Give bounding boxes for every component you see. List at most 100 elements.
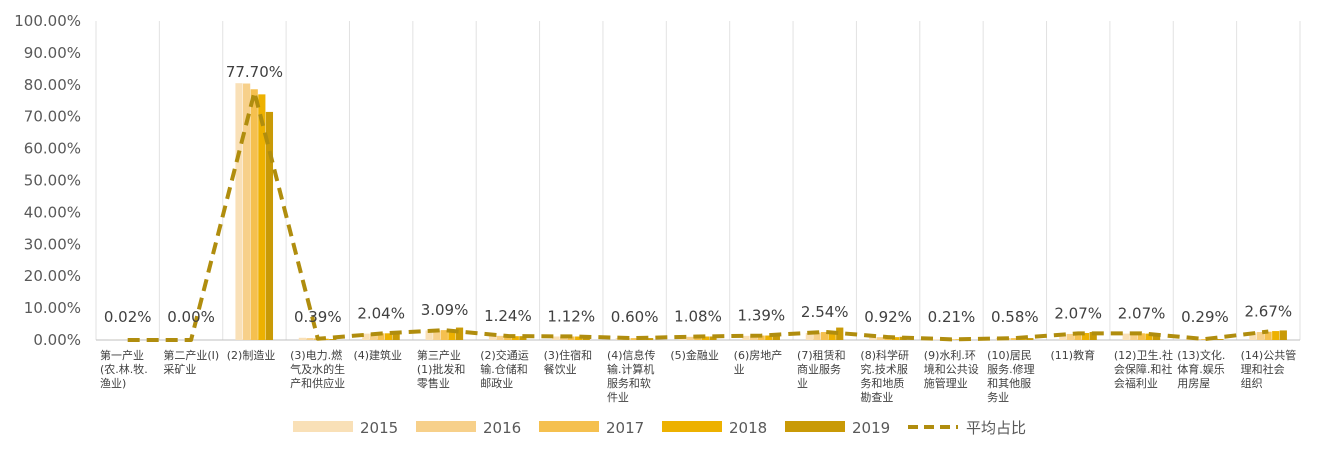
legend-label: 2017 xyxy=(606,419,644,437)
category-label: 第二产业(I)采矿业 xyxy=(163,348,219,376)
bar-2017 xyxy=(757,335,765,340)
bar-2015 xyxy=(235,83,243,340)
y-tick-label: 70.00% xyxy=(24,108,81,126)
category-label: (13)文化.体育.娱乐用房屋 xyxy=(1177,348,1225,390)
category-label: 第一产业(农.林.牧.渔业) xyxy=(100,348,148,390)
bars xyxy=(108,83,1287,341)
y-tick-label: 50.00% xyxy=(24,172,81,190)
data-label: 0.00% xyxy=(167,308,215,326)
data-label: 2.67% xyxy=(1244,302,1292,320)
category-label: (2)交通运输.仓储和邮政业 xyxy=(480,348,529,390)
bar-2019 xyxy=(772,335,780,340)
bar-2016 xyxy=(243,83,251,341)
bar-2016 xyxy=(1130,333,1138,340)
bar-2018 xyxy=(448,329,456,340)
y-tick-label: 80.00% xyxy=(24,76,81,94)
data-label: 2.54% xyxy=(801,303,849,321)
bar-2018 xyxy=(575,336,583,340)
bar-2019 xyxy=(1279,330,1287,340)
bar-2015 xyxy=(362,333,370,340)
bar-2019 xyxy=(455,327,464,340)
bar-2015 xyxy=(742,335,750,340)
bar-2019 xyxy=(329,339,337,340)
y-axis: 0.00% 10.00% 20.00% 30.00% 40.00% 50.00% 60.00… xyxy=(14,12,81,349)
bar-2015 xyxy=(932,339,940,340)
bar-2017 xyxy=(820,332,829,340)
bar-2015 xyxy=(1059,334,1067,340)
category-label: (3)电力.燃气及水的生产和供应业 xyxy=(290,348,345,390)
bar-2019 xyxy=(836,327,844,340)
category-label: (4)建筑业 xyxy=(353,348,402,362)
data-label: 0.29% xyxy=(1181,308,1229,326)
bar-2018 xyxy=(1082,332,1090,340)
bar-2015 xyxy=(552,336,560,340)
bar-2018 xyxy=(384,333,393,340)
data-label: 1.08% xyxy=(674,308,722,326)
bar-2018 xyxy=(955,339,963,340)
category-label: (8)科学研究.技术服务和地质勘查业 xyxy=(860,348,909,404)
average-line-layer xyxy=(127,90,1269,342)
bar-2017 xyxy=(1264,331,1272,340)
bar-2016 xyxy=(1066,333,1075,340)
data-label: 0.58% xyxy=(991,308,1039,326)
bar-2017 xyxy=(630,338,639,340)
data-labels: 0.02% 0.00% 77.70% 0.39% 2.04% 3.09% 1.24% 1.12… xyxy=(104,63,1292,326)
data-label: 0.21% xyxy=(928,308,976,326)
y-tick-label: 60.00% xyxy=(24,140,81,158)
category-label: (4)信息传输.计算机服务和软件业 xyxy=(607,348,656,404)
category-label: (10)居民服务.修理和其他服务业 xyxy=(987,349,1035,404)
y-tick-label: 20.00% xyxy=(24,267,81,285)
bar-2016 xyxy=(876,337,884,340)
bar-2019 xyxy=(265,111,274,340)
data-label: 2.04% xyxy=(357,304,405,322)
bar-2016 xyxy=(496,335,504,340)
category-label: (11)教育 xyxy=(1051,348,1096,362)
bar-2017 xyxy=(377,333,385,340)
bar-2017 xyxy=(504,336,512,340)
legend: 2015 2016 2017 2018 2019 平均占比 xyxy=(293,419,1026,437)
legend-label: 2015 xyxy=(360,419,398,437)
category-label: (5)金融业 xyxy=(670,348,719,362)
category-label: (2)制造业 xyxy=(227,348,276,362)
y-tick-label: 10.00% xyxy=(24,299,81,317)
bar-2018 xyxy=(765,335,773,340)
bar-2017 xyxy=(1074,333,1082,340)
bar-2015 xyxy=(1249,332,1257,340)
category-label: (9)水利.环境和公共设施管理业 xyxy=(924,349,979,390)
bar-2019 xyxy=(1089,332,1097,340)
y-tick-label: 40.00% xyxy=(24,203,81,221)
category-label: (14)公共管理和社会组织 xyxy=(1241,348,1297,390)
x-axis: 第一产业(农.林.牧.渔业) 第二产业(I)采矿业 (2)制造业 (3)电力.燃气及水… xyxy=(100,348,1296,404)
legend-swatch-2015 xyxy=(293,421,353,432)
bar-2016 xyxy=(813,332,821,340)
bar-2018 xyxy=(1272,331,1280,340)
bar-2015 xyxy=(869,337,877,340)
data-label: 1.12% xyxy=(547,307,595,325)
legend-swatch-2016 xyxy=(416,421,476,432)
category-label: (3)住宿和餐饮业 xyxy=(544,348,593,376)
bar-2018 xyxy=(258,94,266,341)
bar-2017 xyxy=(1137,333,1145,340)
legend-label: 2018 xyxy=(729,419,767,437)
category-label: (12)卫生.社会保障.和社会福利业 xyxy=(1114,348,1173,390)
bar-2018 xyxy=(828,331,836,340)
category-gridlines xyxy=(95,21,1301,341)
bar-2016 xyxy=(749,335,758,340)
bar-2017 xyxy=(1201,339,1209,340)
bar-2016 xyxy=(369,333,377,340)
legend-label: 2019 xyxy=(852,419,890,437)
bar-2015 xyxy=(425,330,433,340)
data-label: 0.39% xyxy=(294,308,342,326)
bar-2016 xyxy=(686,336,694,340)
bar-2017 xyxy=(440,330,448,340)
legend-label: 2016 xyxy=(483,419,521,437)
bar-2019 xyxy=(1216,339,1224,340)
category-label: (7)租赁和商业服务业 xyxy=(797,348,846,390)
data-label: 0.92% xyxy=(864,308,912,326)
data-label: 1.39% xyxy=(738,307,786,325)
bar-2015 xyxy=(488,335,497,340)
average-line xyxy=(127,90,1269,342)
category-label: (6)房地产业 xyxy=(734,348,783,376)
data-label: 3.09% xyxy=(421,301,469,319)
